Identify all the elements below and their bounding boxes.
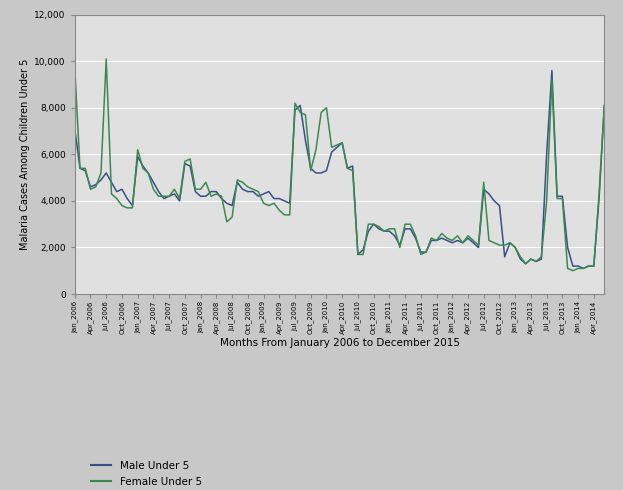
Male Under 5: [485, 191, 493, 197]
Male Under 5: [186, 163, 194, 169]
Male Under 5: [171, 191, 178, 197]
Female Under 5: [71, 65, 78, 71]
X-axis label: Months From January 2006 to December 2015: Months From January 2006 to December 201…: [219, 339, 460, 348]
Male Under 5: [579, 266, 587, 271]
Male Under 5: [71, 126, 78, 132]
Female Under 5: [318, 109, 325, 115]
Male Under 5: [312, 170, 320, 176]
Female Under 5: [533, 259, 540, 265]
Legend: Male Under 5, Female Under 5: Male Under 5, Female Under 5: [90, 461, 202, 487]
Male Under 5: [548, 68, 556, 74]
Male Under 5: [601, 102, 608, 108]
Female Under 5: [102, 56, 110, 62]
Male Under 5: [444, 238, 451, 244]
Female Under 5: [490, 240, 498, 245]
Line: Female Under 5: Female Under 5: [75, 59, 604, 270]
Male Under 5: [527, 256, 535, 262]
Female Under 5: [176, 196, 183, 201]
Female Under 5: [601, 102, 608, 108]
Female Under 5: [449, 238, 456, 244]
Female Under 5: [192, 186, 199, 192]
Female Under 5: [569, 268, 577, 273]
Line: Male Under 5: Male Under 5: [75, 71, 604, 269]
Y-axis label: Malaria Cases Among Children Under 5: Malaria Cases Among Children Under 5: [20, 59, 30, 250]
